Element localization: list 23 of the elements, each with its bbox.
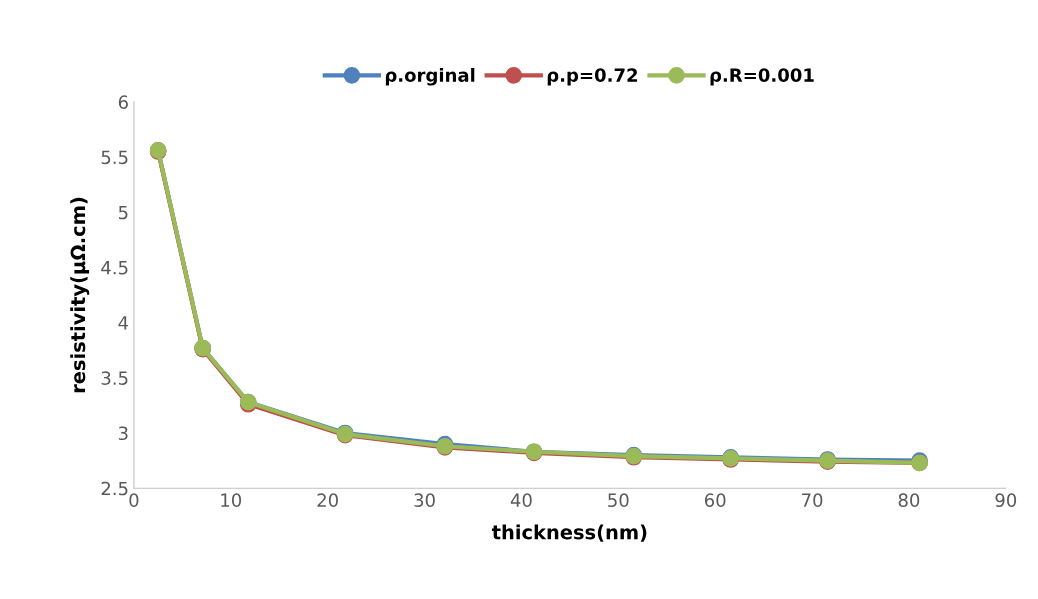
- x-tick-label: 20: [317, 493, 338, 508]
- y-tick-label: 4: [118, 316, 129, 330]
- legend-label: ρ.R=0.001: [710, 68, 814, 86]
- x-tick-label: 10: [221, 493, 242, 508]
- y-tick-label: 6: [118, 95, 128, 109]
- y-tick-label: 2.5: [101, 481, 128, 496]
- x-axis-title: thickness(nm): [491, 524, 647, 542]
- x-tick-label: 40: [510, 493, 532, 508]
- x-tick-label: 90: [995, 493, 1017, 508]
- y-tick-label: 3: [118, 426, 128, 441]
- x-tick-label: 70: [802, 493, 823, 508]
- legend-label: ρ.orginal: [385, 67, 475, 86]
- x-tick-label: 0: [129, 493, 139, 508]
- x-tick-label: 30: [414, 493, 435, 508]
- y-axis-title: resistivity(µΩ.cm): [70, 197, 90, 393]
- y-tick-label: 3.5: [101, 371, 128, 385]
- x-tick-label: 80: [898, 493, 920, 508]
- x-tick-label: 50: [608, 493, 629, 508]
- y-tick-label: 5.5: [101, 150, 128, 165]
- y-tick-label: 5: [118, 205, 128, 220]
- legend-label: ρ.p=0.72: [547, 68, 638, 86]
- x-tick-label: 60: [704, 493, 726, 508]
- y-tick-label: 4.5: [101, 261, 128, 275]
